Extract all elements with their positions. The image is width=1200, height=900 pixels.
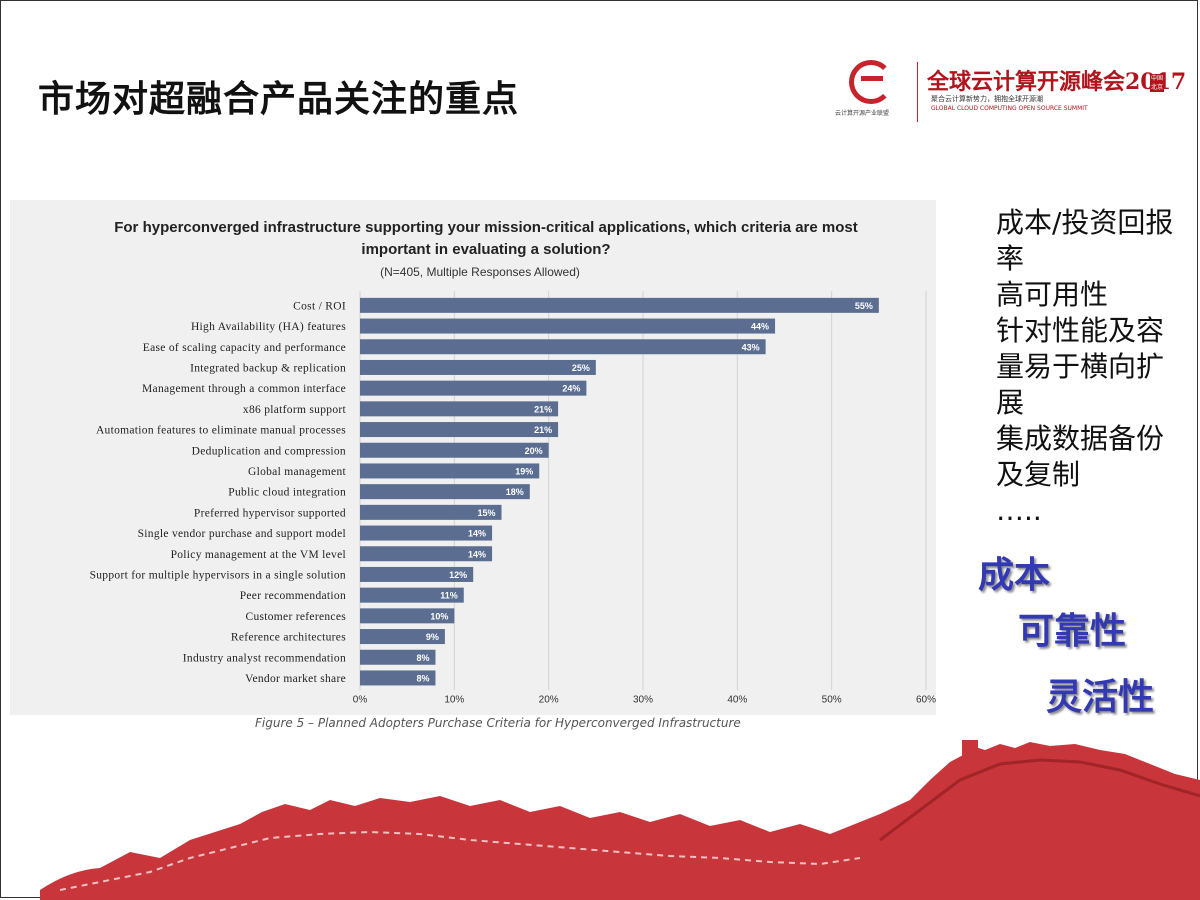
bar-value-label: 44% bbox=[751, 322, 769, 332]
bar-value-label: 21% bbox=[534, 425, 552, 435]
wall-ridge bbox=[879, 758, 1200, 842]
logo-c-icon bbox=[849, 60, 893, 104]
bar-value-label: 55% bbox=[855, 301, 873, 311]
x-tick-label: 60% bbox=[916, 694, 936, 705]
wall-texture bbox=[59, 830, 861, 891]
wall-silhouette bbox=[40, 742, 1200, 900]
bar-value-label: 14% bbox=[468, 549, 486, 559]
bar bbox=[360, 422, 559, 438]
category-label: Public cloud integration bbox=[228, 487, 346, 499]
category-label: Cost / ROI bbox=[293, 300, 346, 312]
category-label: Global management bbox=[248, 466, 347, 478]
category-label: Support for multiple hypervisors in a si… bbox=[90, 569, 346, 581]
bar-value-label: 21% bbox=[534, 404, 552, 414]
chart-caption: Figure 5 – Planned Adopters Purchase Cri… bbox=[255, 716, 741, 730]
bar bbox=[360, 608, 455, 624]
logo-badge: 中国 北京 bbox=[1150, 74, 1164, 92]
summary-line: 量易于横向扩 bbox=[996, 350, 1165, 383]
bar bbox=[360, 525, 493, 541]
bar-value-label: 24% bbox=[562, 384, 580, 394]
category-label: Single vendor purchase and support model bbox=[138, 528, 346, 540]
category-label: Ease of scaling capacity and performance bbox=[143, 342, 346, 354]
category-label: Management through a common interface bbox=[142, 383, 346, 395]
chart-panel: For hyperconverged infrastructure suppor… bbox=[10, 200, 936, 715]
logo-bar-icon bbox=[861, 76, 883, 81]
summary-line: 展 bbox=[996, 386, 1025, 419]
logo-divider bbox=[917, 62, 918, 122]
logo-summit-name: 全球云计算开源峰会2017 bbox=[927, 69, 1187, 95]
bar-value-label: 10% bbox=[430, 611, 448, 621]
bar bbox=[360, 649, 436, 665]
category-label: Vendor market share bbox=[245, 673, 346, 685]
x-tick-label: 50% bbox=[822, 694, 842, 705]
bar bbox=[360, 339, 766, 355]
bar-value-label: 25% bbox=[572, 363, 590, 373]
category-label: Deduplication and compression bbox=[192, 445, 346, 457]
bar bbox=[360, 629, 445, 645]
bar bbox=[360, 297, 879, 313]
bar bbox=[360, 504, 502, 520]
summary-line: 成本/投资回报 bbox=[996, 206, 1174, 239]
bar-value-label: 15% bbox=[477, 508, 495, 518]
x-tick-label: 20% bbox=[539, 694, 559, 705]
category-label: Customer references bbox=[245, 611, 346, 623]
category-label: x86 platform support bbox=[243, 404, 347, 416]
bar-value-label: 43% bbox=[742, 342, 760, 352]
category-label: Reference architectures bbox=[231, 632, 346, 644]
bar bbox=[360, 566, 474, 582]
x-tick-label: 40% bbox=[727, 694, 747, 705]
chart-title-line2: important in evaluating a solution? bbox=[361, 241, 610, 258]
bar-value-label: 11% bbox=[440, 591, 458, 601]
x-tick-label: 10% bbox=[444, 694, 464, 705]
bar-value-label: 14% bbox=[468, 529, 486, 539]
bar-value-label: 18% bbox=[506, 487, 524, 497]
bar bbox=[360, 318, 776, 334]
summary-line: 集成数据备份 bbox=[996, 422, 1165, 455]
logo-tagline-en: GLOBAL CLOUD COMPUTING OPEN SOURCE SUMMI… bbox=[931, 105, 1088, 112]
bar bbox=[360, 546, 493, 562]
emphasis-reliability: 可靠性 bbox=[1018, 611, 1127, 652]
slide-title: 市场对超融合产品关注的重点 bbox=[38, 79, 520, 120]
bar bbox=[360, 442, 549, 458]
chart-svg: For hyperconverged infrastructure suppor… bbox=[90, 219, 936, 705]
x-tick-label: 0% bbox=[353, 694, 368, 705]
summary-line: 率 bbox=[996, 242, 1025, 275]
summary-line: 及复制 bbox=[996, 458, 1081, 491]
bar-value-label: 12% bbox=[449, 570, 467, 580]
bar bbox=[360, 359, 596, 375]
category-label: Preferred hypervisor supported bbox=[194, 507, 346, 519]
chart-subtitle: (N=405, Multiple Responses Allowed) bbox=[380, 265, 580, 279]
summit-logo: 云计算开源产业联盟 全球云计算开源峰会2017 中国 北京 聚合云计算新势力，拥… bbox=[835, 58, 1186, 128]
bar-value-label: 20% bbox=[525, 446, 543, 456]
category-label: Industry analyst recommendation bbox=[183, 652, 346, 664]
category-label: Integrated backup & replication bbox=[190, 362, 346, 374]
great-wall-decoration bbox=[40, 740, 1200, 900]
criteria-summary-list: 成本/投资回报 率 高可用性 针对性能及容 量易于横向扩 展 集成数据备份 及复… bbox=[996, 205, 1192, 529]
category-label: Peer recommendation bbox=[240, 590, 346, 602]
emphasis-flexibility: 灵活性 bbox=[1046, 677, 1155, 718]
bar bbox=[360, 484, 530, 500]
bar bbox=[360, 670, 436, 686]
chart-title-line1: For hyperconverged infrastructure suppor… bbox=[114, 219, 858, 236]
bar bbox=[360, 380, 587, 396]
category-label: High Availability (HA) features bbox=[191, 321, 346, 333]
summary-line: 高可用性 bbox=[996, 278, 1109, 311]
bar-value-label: 9% bbox=[426, 632, 439, 642]
bar bbox=[360, 463, 540, 479]
bar-value-label: 8% bbox=[416, 653, 429, 663]
summary-line: 针对性能及容 bbox=[996, 314, 1165, 347]
category-label: Policy management at the VM level bbox=[171, 549, 346, 561]
summary-line: ….. bbox=[996, 494, 1042, 527]
logo-tagline: 聚合云计算新势力，拥抱全球开源潮 bbox=[931, 95, 1043, 103]
emphasis-cost: 成本 bbox=[978, 555, 1051, 596]
bar bbox=[360, 401, 559, 417]
bar bbox=[360, 587, 464, 603]
bar-value-label: 19% bbox=[515, 466, 533, 476]
wall-watchtower bbox=[962, 740, 978, 762]
x-tick-label: 30% bbox=[633, 694, 653, 705]
logo-org-label: 云计算开源产业联盟 bbox=[835, 110, 890, 117]
bar-value-label: 8% bbox=[416, 673, 429, 683]
category-label: Automation features to eliminate manual … bbox=[96, 425, 346, 437]
